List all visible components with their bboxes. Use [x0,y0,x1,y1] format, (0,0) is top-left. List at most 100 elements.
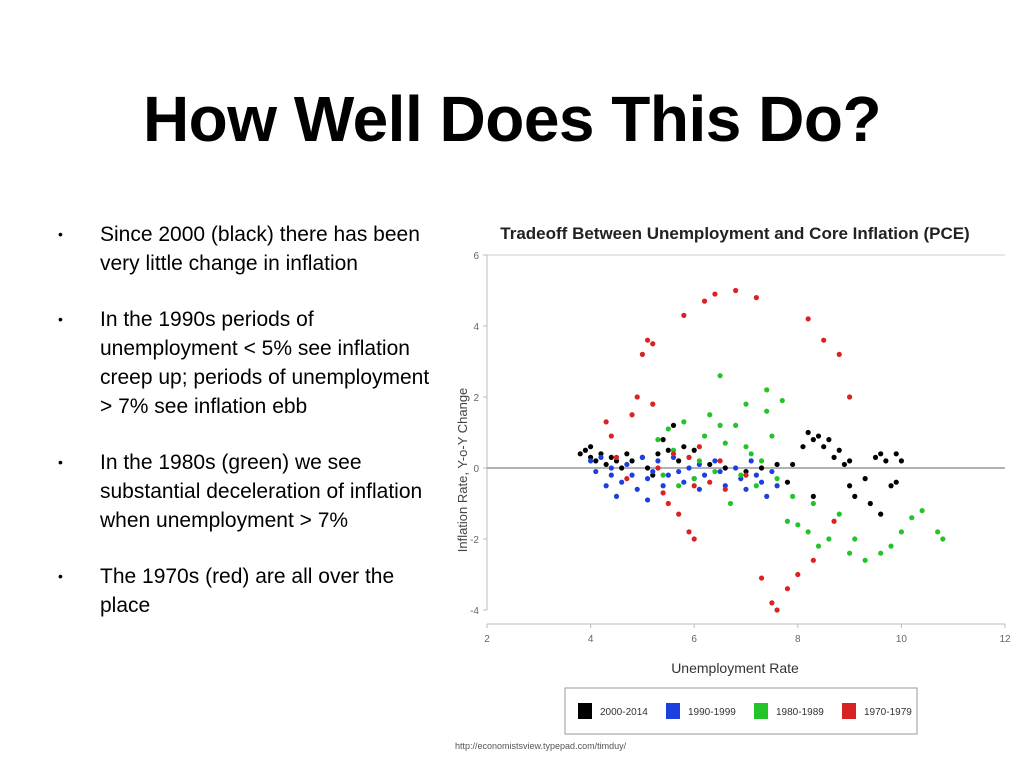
data-point [634,486,640,492]
data-point [883,458,889,464]
x-tick-label: 10 [896,634,908,645]
data-point [722,440,728,446]
data-point [795,522,801,528]
data-point [743,486,749,492]
data-point [681,312,687,318]
data-point [629,412,635,418]
legend-label: 1970-1979 [864,707,912,718]
data-point [603,419,609,425]
data-point [748,458,754,464]
data-point [940,536,946,542]
data-point [836,511,842,517]
data-point [650,341,656,347]
data-point [701,298,708,304]
bullet-item: • In the 1980s (green) we see substantia… [56,448,446,535]
data-point [691,447,697,453]
data-point [784,586,791,592]
source-link[interactable]: http://economistsview.typepad.com/timduy… [455,741,627,751]
data-point [660,437,666,443]
bullet-item: • Since 2000 (black) there has been very… [56,220,446,278]
data-point [696,458,702,464]
data-point [898,529,904,535]
data-point [665,472,671,478]
data-point [676,458,682,464]
data-point [795,571,801,578]
x-tick-label: 6 [691,634,697,645]
data-point [613,493,620,499]
data-point [696,486,702,492]
data-point [815,433,822,439]
data-point [888,543,894,549]
data-point [608,465,614,471]
data-point [686,529,692,535]
data-point [743,444,749,450]
data-point [670,451,677,457]
data-point [712,458,718,464]
data-point [686,465,692,471]
legend-label: 1980-1989 [776,707,824,718]
data-point [758,458,765,464]
data-point [619,479,625,485]
data-point [650,401,656,407]
x-tick-label: 4 [588,634,594,645]
data-point [753,295,759,301]
data-point [847,458,853,464]
legend-label: 1990-1999 [688,707,736,718]
y-tick-label: 4 [473,322,479,333]
bullet-marker: • [58,226,63,242]
data-point [831,454,837,460]
data-point [790,493,796,499]
data-point [717,458,723,464]
data-point [727,500,734,507]
data-point [655,437,661,443]
data-point [878,511,884,517]
data-point [738,472,744,478]
data-point [810,557,816,563]
data-point [826,536,832,542]
data-point [660,490,666,496]
data-point [878,550,884,556]
data-point [784,479,791,485]
legend-box [564,687,918,735]
data-point [655,451,661,457]
y-tick-label: 2 [473,393,479,404]
data-point [717,422,723,428]
data-point [841,461,848,468]
data-point [701,472,708,478]
data-point [707,461,713,468]
data-point [644,476,651,482]
data-point [758,465,765,471]
data-point [852,493,858,499]
data-point [847,550,853,556]
data-point [676,511,682,517]
legend-swatch [754,703,768,719]
data-point [733,287,739,294]
data-point [898,458,904,464]
data-point [805,429,811,436]
data-point [608,433,614,439]
data-point [717,468,723,475]
data-point [800,444,806,450]
data-point [758,575,765,581]
data-point [774,607,780,613]
legend-swatch [842,703,856,719]
data-point [624,451,630,457]
y-tick-label: -2 [470,535,479,546]
data-point [644,337,651,343]
data-point [821,337,827,343]
data-point [655,458,661,464]
legend-swatch [666,703,680,719]
data-point [634,394,640,400]
data-point [582,447,589,453]
data-point [613,454,620,460]
data-point [701,433,708,439]
data-point [660,483,666,489]
data-point [712,291,718,297]
data-point [790,461,796,468]
legend-swatch [578,703,592,719]
data-point [676,468,682,475]
data-point [821,444,827,450]
data-point [862,557,868,563]
chart-svg: Tradeoff Between Unemployment and Core I… [455,224,1011,751]
data-point [676,483,682,489]
